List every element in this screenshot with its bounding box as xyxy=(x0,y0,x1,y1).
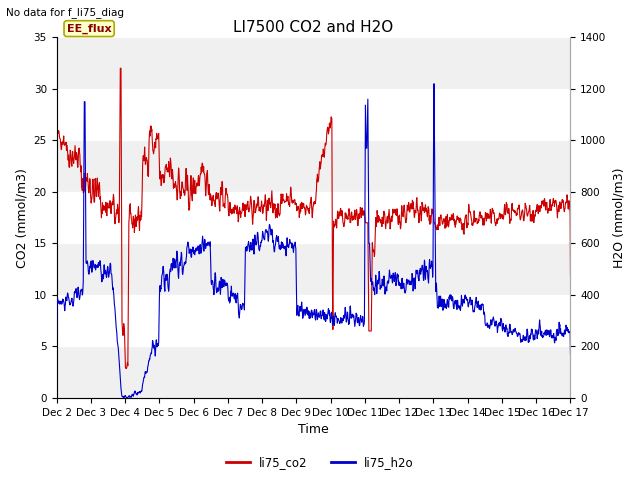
Y-axis label: CO2 (mmol/m3): CO2 (mmol/m3) xyxy=(15,168,28,267)
Bar xyxy=(56,140,570,192)
Bar xyxy=(56,295,570,347)
Text: No data for f_li75_diag: No data for f_li75_diag xyxy=(6,7,124,18)
Bar xyxy=(56,37,570,89)
X-axis label: Time: Time xyxy=(298,423,329,436)
Title: LI7500 CO2 and H2O: LI7500 CO2 and H2O xyxy=(234,20,394,35)
Bar xyxy=(56,192,570,243)
Bar xyxy=(56,243,570,295)
Legend: li75_co2, li75_h2o: li75_co2, li75_h2o xyxy=(221,452,419,474)
Y-axis label: H2O (mmol/m3): H2O (mmol/m3) xyxy=(612,168,625,268)
Text: EE_flux: EE_flux xyxy=(67,24,111,34)
Bar xyxy=(56,89,570,140)
Bar xyxy=(56,347,570,398)
